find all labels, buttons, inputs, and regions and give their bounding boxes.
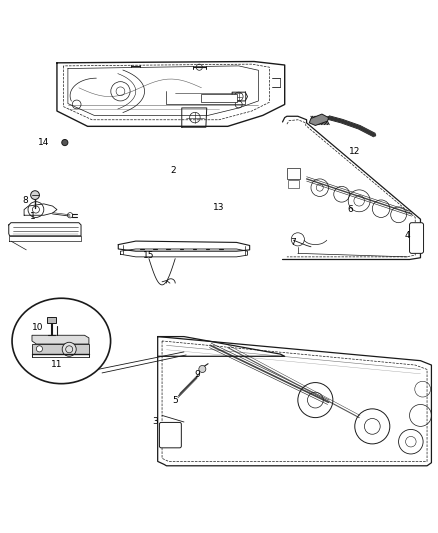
Circle shape — [62, 140, 68, 146]
FancyBboxPatch shape — [410, 223, 424, 253]
Polygon shape — [32, 344, 89, 354]
FancyBboxPatch shape — [47, 317, 56, 324]
Text: 14: 14 — [38, 138, 49, 147]
Text: 2: 2 — [170, 166, 176, 175]
FancyBboxPatch shape — [159, 423, 181, 448]
Circle shape — [36, 346, 42, 352]
FancyBboxPatch shape — [201, 94, 237, 102]
Text: 7: 7 — [290, 238, 297, 247]
FancyBboxPatch shape — [287, 168, 300, 179]
Ellipse shape — [12, 298, 110, 384]
Text: 11: 11 — [51, 360, 63, 369]
Polygon shape — [309, 114, 328, 125]
Text: 1: 1 — [30, 212, 36, 221]
Text: 5: 5 — [172, 395, 178, 405]
Circle shape — [199, 366, 206, 373]
Circle shape — [62, 342, 76, 356]
FancyBboxPatch shape — [288, 180, 299, 188]
Text: 15: 15 — [143, 251, 155, 260]
Text: 12: 12 — [349, 147, 360, 156]
Text: 3: 3 — [152, 417, 159, 426]
Polygon shape — [32, 335, 89, 344]
Circle shape — [31, 191, 39, 199]
Text: 9: 9 — [194, 370, 200, 379]
Text: 10: 10 — [32, 324, 43, 332]
Text: 6: 6 — [347, 205, 353, 214]
Text: 8: 8 — [22, 196, 28, 205]
Text: 13: 13 — [213, 203, 225, 212]
Text: 4: 4 — [405, 231, 410, 240]
